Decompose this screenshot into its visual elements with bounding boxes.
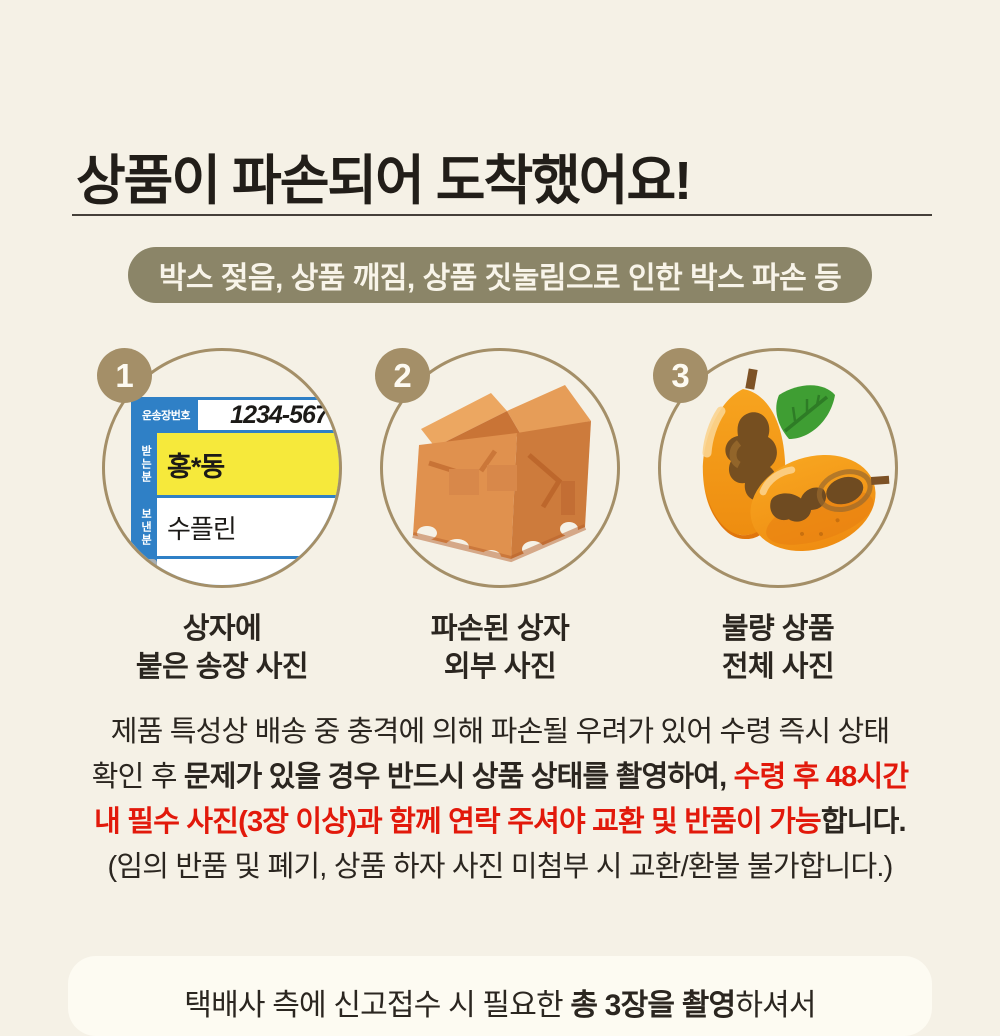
step-defective-product-photo: 3 (653, 348, 898, 686)
date-label: 접수일자 (134, 559, 157, 585)
page-title: 상품이 파손되어 도착했어요! (76, 151, 692, 212)
step-2-caption: 파손된 상자 외부 사진 (430, 613, 570, 683)
step-2-number-badge: 2 (375, 348, 430, 403)
receiver-label: 받는분 (139, 444, 152, 484)
step-3-circle: 3 (653, 348, 898, 588)
step-damaged-box-photo: 2 (375, 348, 620, 686)
step-invoice-photo: 1 운송장번호 1234-567 받는분 홍*동 보낸분 수플 (97, 348, 342, 686)
courier-report-card: 택배사 측에 신고접수 시 필요한 총 3장을 촬영하셔서 (68, 956, 932, 1036)
damaged-product-notice-page: 상품이 파손되어 도착했어요! 박스 젖음, 상품 깨짐, 상품 짓눌림으로 인… (0, 151, 1000, 1036)
step-3-number-badge: 3 (653, 348, 708, 403)
damage-types-badge: 박스 젖음, 상품 깨짐, 상품 짓눌림으로 인한 박스 파손 등 (128, 247, 872, 303)
step-1-caption: 상자에 붙은 송장 사진 (135, 613, 309, 683)
defective-fruit-icon (661, 351, 895, 585)
waybill-number: 1234-567 (198, 400, 339, 430)
notice-line-3: 내 필수 사진(3장 이상)과 함께 연락 주셔야 교환 및 반품이 가능합니다… (94, 806, 906, 838)
step-2-circle: 2 (375, 348, 620, 588)
sender-label: 보낸분 (139, 507, 152, 547)
step-1-number-badge: 1 (97, 348, 152, 403)
sender-value: 수플린 (157, 498, 339, 556)
notice-line-1: 제품 특성상 배송 중 충격에 의해 파손될 우려가 있어 수령 즉시 상태 (110, 716, 890, 748)
waybill-label: 운송장번호 (141, 410, 191, 422)
shipping-label-illustration: 운송장번호 1234-567 받는분 홍*동 보낸분 수플린 접수일자 (131, 397, 339, 585)
damaged-box-icon (383, 351, 617, 585)
photo-steps-row: 1 운송장번호 1234-567 받는분 홍*동 보낸분 수플 (0, 348, 1000, 686)
step-3-caption: 불량 상품 전체 사진 (721, 613, 835, 683)
courier-report-note: 택배사 측에 신고접수 시 필요한 총 3장을 촬영하셔서 (184, 989, 816, 1022)
notice-line-2: 확인 후 문제가 있을 경우 반드시 상품 상태를 촬영하여, 수령 후 48시… (91, 761, 909, 793)
notice-line-4: (임의 반품 및 폐기, 상품 하자 사진 미첨부 시 교환/환불 불가합니다.… (107, 851, 894, 883)
date-value-empty (157, 559, 339, 585)
receiver-value: 홍*동 (157, 433, 339, 495)
title-divider (72, 214, 932, 216)
return-policy-notice: 제품 특성상 배송 중 충격에 의해 파손될 우려가 있어 수령 즉시 상태 확… (0, 710, 1000, 890)
step-1-circle: 1 운송장번호 1234-567 받는분 홍*동 보낸분 수플 (97, 348, 342, 588)
